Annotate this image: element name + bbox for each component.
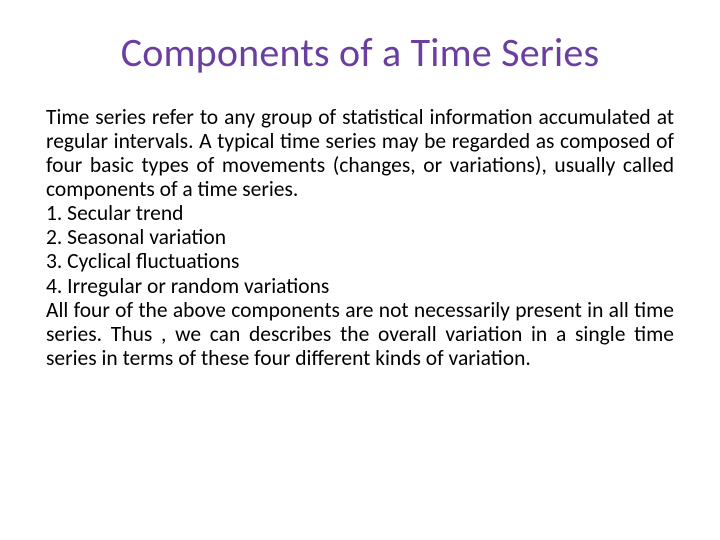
body-block: Time series refer to any group of statis… [46, 105, 674, 370]
list-item-3: 3. Cyclical fluctuations [46, 249, 674, 273]
list-item-1: 1. Secular trend [46, 201, 674, 225]
page-title: Components of a Time Series [46, 28, 674, 77]
list-item-4: 4. Irregular or random variations [46, 274, 674, 298]
intro-paragraph: Time series refer to any group of statis… [46, 105, 674, 201]
outro-paragraph: All four of the above components are not… [46, 298, 674, 370]
list-item-2: 2. Seasonal variation [46, 225, 674, 249]
